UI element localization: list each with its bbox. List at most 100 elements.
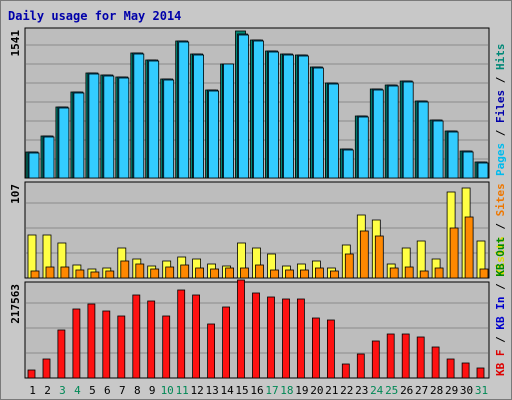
bar-pages-day-30 bbox=[462, 151, 474, 179]
bar-kb-f-day-3 bbox=[57, 329, 66, 379]
bar-sites-day-18 bbox=[285, 269, 294, 279]
bar-kb-f-day-8 bbox=[132, 294, 141, 379]
bar-kb-f-day-28 bbox=[431, 346, 440, 379]
bar-kb-f-day-10 bbox=[162, 315, 171, 379]
bar-sites-day-26 bbox=[404, 266, 414, 279]
legend-entry: KB Out bbox=[494, 237, 507, 277]
bar-kb-f-day-1 bbox=[27, 369, 36, 379]
bar-sites-day-14 bbox=[225, 267, 235, 279]
bar-kb-f-day-11 bbox=[177, 289, 186, 379]
bar-kb-f-day-6 bbox=[102, 310, 111, 379]
x-tick-label: 27 bbox=[415, 384, 428, 397]
bar-pages-day-22 bbox=[342, 149, 354, 179]
panel-visits_sites: 107 Visits / Sites bbox=[9, 181, 507, 279]
bar-pages-day-18 bbox=[283, 54, 294, 179]
legend-entry: / bbox=[494, 330, 507, 350]
bar-pages-day-25 bbox=[387, 85, 399, 179]
x-tick-label: 13 bbox=[205, 384, 218, 397]
bar-sites-day-15 bbox=[240, 267, 249, 279]
bar-kb-f-day-12 bbox=[192, 294, 201, 379]
x-tick-label: 19 bbox=[295, 384, 308, 397]
x-tick-label: 5 bbox=[89, 384, 96, 397]
bar-pages-day-29 bbox=[447, 131, 459, 179]
bar-sites-day-1 bbox=[30, 270, 40, 279]
bar-kb-f-day-15 bbox=[237, 279, 245, 379]
scale-label: 217563 bbox=[9, 284, 22, 324]
x-tick-label: 1 bbox=[29, 384, 36, 397]
bar-kb-f-day-23 bbox=[356, 353, 365, 379]
bar-kb-f-day-29 bbox=[446, 358, 455, 379]
bar-sites-day-4 bbox=[75, 269, 85, 279]
legend-entry: / bbox=[494, 70, 507, 90]
bar-sites-day-19 bbox=[299, 269, 309, 279]
x-tick-label: 14 bbox=[220, 384, 234, 397]
bar-pages-day-20 bbox=[312, 67, 324, 179]
x-tick-label: 10 bbox=[161, 384, 174, 397]
bar-kb-f-day-25 bbox=[386, 333, 395, 379]
bar-sites-day-8 bbox=[135, 263, 145, 279]
bar-pages-day-3 bbox=[58, 107, 70, 179]
bar-kb-f-day-17 bbox=[267, 296, 275, 379]
legend-entry: / bbox=[494, 277, 507, 297]
bar-pages-day-6 bbox=[103, 75, 115, 179]
x-tick-label: 15 bbox=[235, 384, 248, 397]
x-tick-label: 22 bbox=[340, 384, 353, 397]
x-tick-label: 8 bbox=[134, 384, 141, 397]
legend-entry: / bbox=[494, 123, 507, 143]
bar-sites-day-29 bbox=[449, 227, 459, 279]
bar-sites-day-5 bbox=[90, 271, 100, 279]
bar-sites-day-20 bbox=[314, 267, 324, 279]
x-tick-label: 26 bbox=[400, 384, 413, 397]
bar-sites-day-17 bbox=[270, 269, 279, 279]
bar-pages-day-8 bbox=[133, 53, 145, 179]
panel-pages_files_hits: 1541 Pages / Files / Hits bbox=[9, 27, 507, 179]
legend-entry: KB F bbox=[494, 350, 507, 377]
bar-kb-f-day-16 bbox=[252, 292, 260, 379]
x-tick-label: 30 bbox=[460, 384, 473, 397]
bar-sites-day-27 bbox=[419, 270, 429, 279]
bar-sites-day-24 bbox=[374, 235, 384, 279]
bar-sites-day-12 bbox=[195, 267, 205, 279]
legend-visits_sites: Visits / Sites bbox=[494, 183, 507, 276]
bar-pages-day-23 bbox=[357, 116, 369, 179]
bar-sites-day-22 bbox=[344, 253, 354, 279]
bar-pages-day-2 bbox=[43, 136, 55, 179]
bar-kb-f-day-4 bbox=[72, 308, 81, 379]
bar-sites-day-23 bbox=[359, 230, 369, 279]
bar-pages-day-17 bbox=[268, 51, 279, 179]
bar-kb-f-day-21 bbox=[326, 319, 335, 379]
bar-pages-day-19 bbox=[297, 55, 309, 179]
bar-kb-f-day-31 bbox=[476, 367, 485, 379]
bar-pages-day-4 bbox=[73, 92, 85, 179]
bar-pages-day-5 bbox=[88, 73, 100, 179]
x-tick-label: 31 bbox=[475, 384, 488, 397]
bar-sites-day-3 bbox=[60, 266, 70, 279]
bar-sites-day-13 bbox=[210, 268, 220, 279]
x-tick-label: 23 bbox=[355, 384, 368, 397]
bar-sites-day-21 bbox=[329, 270, 339, 279]
bar-kb-f-day-5 bbox=[87, 303, 96, 379]
bar-pages-day-27 bbox=[417, 101, 429, 179]
x-tick-label: 16 bbox=[250, 384, 263, 397]
legend-entry: Hits bbox=[494, 44, 507, 71]
bar-sites-day-6 bbox=[105, 270, 115, 279]
legend-entry: Sites bbox=[494, 183, 507, 216]
legend-entry: / bbox=[494, 216, 507, 236]
x-tick-label: 25 bbox=[385, 384, 398, 397]
bar-pages-day-14 bbox=[223, 63, 235, 179]
bar-sites-day-16 bbox=[255, 264, 264, 279]
bar-kb-f-day-7 bbox=[117, 315, 126, 379]
bar-pages-day-28 bbox=[432, 120, 444, 179]
bar-pages-day-9 bbox=[148, 60, 160, 179]
bar-kb-f-day-18 bbox=[282, 298, 290, 379]
panel-kbytes: 217563 KB F / KB In / KB Out bbox=[9, 237, 507, 379]
legend-kbytes: KB F / KB In / KB Out bbox=[494, 237, 507, 376]
bar-sites-day-28 bbox=[434, 267, 444, 279]
bar-sites-day-11 bbox=[180, 264, 190, 279]
bar-pages-day-21 bbox=[327, 83, 339, 179]
x-tick-label: 2 bbox=[44, 384, 51, 397]
bar-kb-f-day-9 bbox=[147, 300, 156, 379]
bar-kb-f-day-26 bbox=[401, 333, 410, 379]
bar-kb-f-day-22 bbox=[341, 363, 350, 379]
